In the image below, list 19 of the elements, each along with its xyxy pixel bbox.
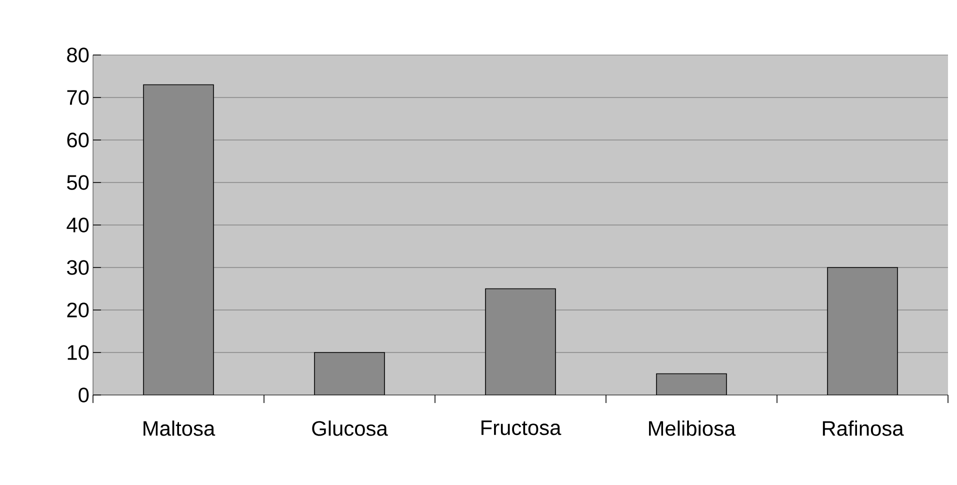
x-tick-label: Melibiosa bbox=[649, 420, 736, 436]
y-tick-label: 20 bbox=[67, 302, 89, 318]
bar bbox=[143, 84, 214, 395]
bar bbox=[656, 373, 727, 395]
x-tick-label: Fructosa bbox=[482, 420, 562, 436]
bar bbox=[485, 288, 556, 395]
y-tick-label: 80 bbox=[67, 48, 89, 62]
x-tick-label: Glucosa bbox=[312, 420, 388, 436]
y-tick-label: 0 bbox=[78, 388, 89, 402]
y-tick-label: 60 bbox=[67, 132, 89, 148]
y-tick-label: 70 bbox=[67, 90, 89, 105]
y-tick-label: 50 bbox=[67, 175, 89, 190]
x-tick-label: Maltosa bbox=[144, 420, 216, 436]
x-tick-label: Rafinosa bbox=[822, 420, 904, 436]
y-tick-label: 10 bbox=[68, 345, 89, 360]
bar bbox=[827, 267, 898, 395]
bar bbox=[314, 352, 385, 395]
y-tick-label: 30 bbox=[67, 260, 89, 275]
y-tick-label: 40 bbox=[66, 218, 89, 232]
